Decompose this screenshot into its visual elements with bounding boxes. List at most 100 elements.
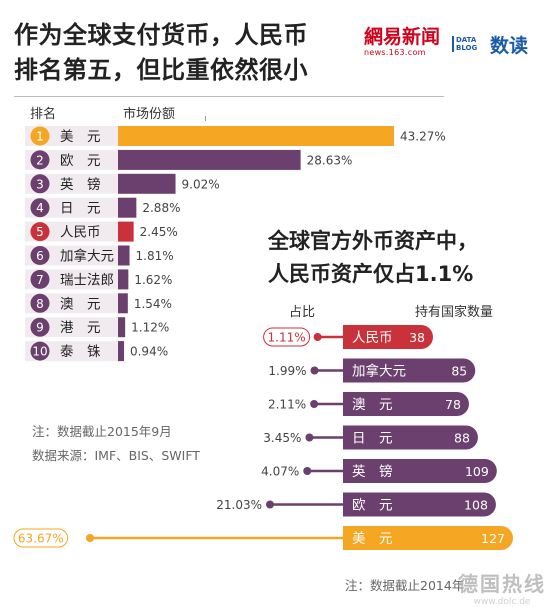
- share-bar: [118, 126, 394, 146]
- rank-circle: [30, 198, 50, 218]
- share-value-label: 0.94%: [130, 345, 168, 359]
- share-value-label: 1.62%: [134, 273, 172, 287]
- country-count-label: 85: [451, 364, 467, 379]
- currency-label: 瑞士法郎: [60, 272, 114, 288]
- rank-circle: [30, 174, 50, 194]
- share-value-label: 2.45%: [140, 225, 178, 239]
- country-count-label: 88: [454, 431, 470, 446]
- reserve-currency-label: 人民币: [352, 330, 393, 346]
- row-background: [25, 221, 118, 242]
- netease-logo-sub: news.163.com: [364, 48, 426, 57]
- currency-label: 日 元: [60, 201, 101, 217]
- currency-label: 港 元: [60, 320, 101, 336]
- reserve-countries-header: 持有国家数量: [415, 305, 494, 320]
- rank-circle: [30, 269, 50, 289]
- watermark-main: 德国热线: [458, 572, 546, 596]
- country-count-bar-edge: [343, 425, 357, 450]
- rank-number: 6: [36, 249, 44, 263]
- country-count-bar: [343, 358, 476, 383]
- rank-circle: [30, 150, 50, 170]
- rank-number: 1: [36, 130, 44, 144]
- rank-number: 3: [36, 177, 44, 191]
- chart-title-line1: 作为全球支付货币，人民币: [14, 21, 308, 49]
- rank-circle: [30, 317, 50, 337]
- country-count-label: 38: [409, 330, 425, 345]
- rank-number: 8: [36, 297, 44, 311]
- country-count-bar-edge: [343, 392, 357, 416]
- reserve-currency-label: 加拿大元: [352, 363, 406, 380]
- reserve-currency-label: 英 镑: [352, 463, 393, 480]
- rank-number: 10: [32, 345, 47, 359]
- share-label-pill: [263, 327, 311, 347]
- datablog-logo-main: 数读: [490, 34, 529, 57]
- share-label: 1.99%: [268, 364, 306, 378]
- share-value-label: 43.27%: [400, 130, 446, 144]
- currency-label: 泰 铢: [60, 344, 101, 360]
- share-bar: [118, 197, 137, 218]
- share-bar: [118, 173, 176, 194]
- reserve-share-header: 占比: [289, 305, 316, 320]
- share-label: 63.67%: [18, 532, 64, 546]
- reserve-currency-label: 美 元: [352, 531, 393, 547]
- rank-number: 9: [36, 321, 44, 335]
- reserve-title-line1: 全球官方外币资产中，: [268, 229, 478, 253]
- row-background: [25, 269, 118, 290]
- reserve-currency-label: 欧 元: [352, 498, 393, 514]
- currency-label: 英 镑: [60, 176, 101, 193]
- share-bar: [118, 245, 130, 266]
- currency-label: 澳 元: [60, 296, 101, 312]
- currency-label: 加拿大元: [60, 248, 114, 265]
- axis-tick: [205, 116, 206, 121]
- rank-number: 4: [36, 201, 44, 215]
- rank-circle: [30, 246, 50, 265]
- country-count-bar: [343, 526, 513, 550]
- share-value-label: 2.88%: [142, 201, 180, 215]
- rank-circle: [30, 126, 50, 146]
- rank-number: 5: [36, 225, 44, 239]
- share-label: 1.11%: [268, 331, 306, 345]
- row-background: [25, 341, 118, 362]
- rank-header: 排名: [30, 107, 57, 122]
- currency-label: 美 元: [60, 129, 101, 145]
- share-header: 市场份额: [123, 107, 176, 122]
- share-bar: [118, 269, 129, 290]
- country-count-label: 108: [464, 498, 488, 513]
- reserve-currency-label: 澳 元: [352, 397, 393, 413]
- country-count-bar: [343, 425, 478, 450]
- currency-label: 人民币: [60, 225, 101, 241]
- reserve-note: 注：数据截止2014年: [345, 578, 465, 593]
- share-value-label: 9.02%: [182, 177, 220, 191]
- country-count-bar: [343, 392, 469, 416]
- note-date: 注：数据截止2015年9月: [32, 424, 172, 439]
- watermark-sub: www.dolc.de: [473, 597, 531, 607]
- country-count-bar: [343, 459, 497, 483]
- share-label: 4.07%: [261, 465, 299, 479]
- share-value-label: 1.12%: [131, 321, 169, 335]
- share-bar: [118, 341, 124, 362]
- rank-circle: [30, 341, 50, 361]
- share-bar: [118, 317, 126, 338]
- row-background: [25, 245, 118, 266]
- connector-dot: [303, 467, 312, 475]
- share-label-pill: [13, 528, 69, 548]
- rank-circle: [30, 222, 50, 242]
- country-count-bar: [343, 325, 433, 349]
- row-background: [25, 173, 118, 194]
- share-label: 3.45%: [263, 431, 301, 445]
- rank-number: 2: [36, 153, 44, 167]
- country-count-bar: [343, 492, 496, 517]
- reserve-title: 全球官方外币资产中， 人民币资产仅占1.1%: [268, 225, 478, 291]
- watermark: 德国热线 www.dolc.de: [454, 568, 550, 614]
- row-background: [25, 317, 118, 338]
- reserve-currency-label: 日 元: [352, 431, 393, 447]
- share-label: 2.11%: [268, 398, 306, 412]
- connector-dot: [86, 534, 94, 542]
- share-label: 21.03%: [216, 498, 262, 512]
- datablog-logo: DATA BLOG 数读: [452, 28, 528, 60]
- chart-title: 作为全球支付货币，人民币 排名第五，但比重依然很小: [14, 18, 308, 88]
- netease-logo-main: 網易新闻: [364, 26, 441, 48]
- country-count-bar-edge: [343, 526, 357, 550]
- share-bar: [118, 221, 134, 242]
- datablog-logo-small: DATA BLOG: [452, 36, 486, 52]
